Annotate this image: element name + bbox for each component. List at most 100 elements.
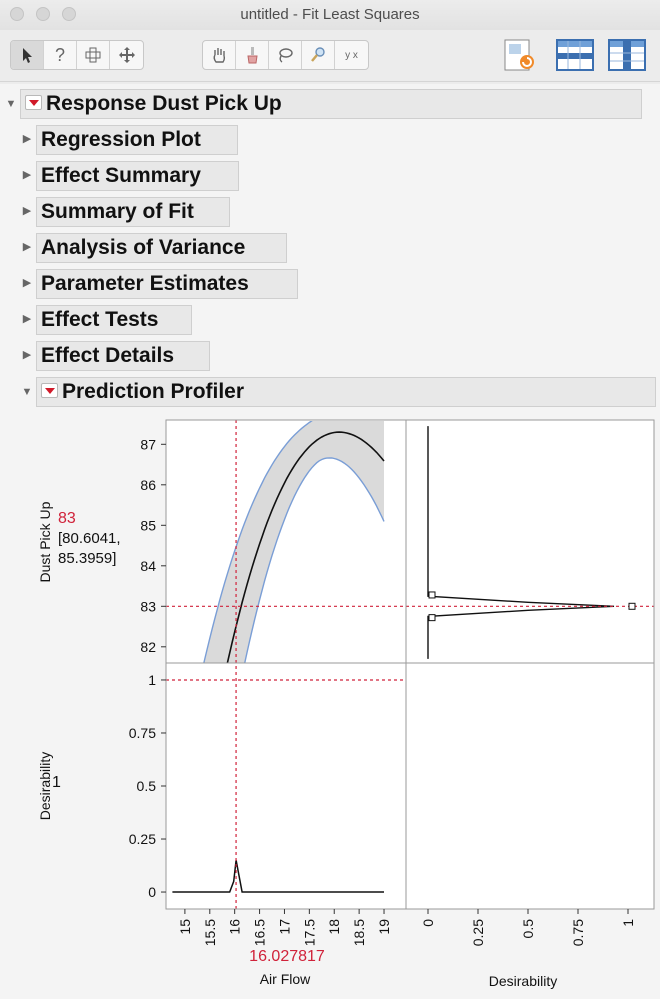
disclosure-closed-icon[interactable]: ▶ (22, 169, 32, 181)
desirability-ytick-label: 0.25 (129, 831, 156, 847)
desirability-xtick-label: 0.25 (470, 919, 486, 946)
factor-xtick-label: 18 (326, 919, 342, 935)
desirability-handle (628, 602, 636, 610)
hand-icon (213, 48, 226, 63)
jmp-journal-icon (504, 39, 534, 71)
jmp-journal-button[interactable] (500, 36, 538, 74)
annotate-icon: y x (345, 49, 358, 61)
desirability-handle (428, 614, 436, 622)
arrow-tool-button[interactable] (11, 41, 44, 69)
disclosure-closed-icon[interactable]: ▶ (22, 133, 32, 145)
magnifier-icon (311, 47, 325, 62)
factor-current-value[interactable]: 16.027817 (249, 948, 325, 965)
response-ytick-label: 83 (140, 598, 156, 614)
factor-axis-label: Air Flow (259, 971, 311, 987)
desirability-function-trace (427, 426, 615, 659)
factor-xtick-label: 16 (227, 919, 243, 935)
desirability-xtick-label: 0 (420, 919, 436, 927)
prediction-trace (226, 431, 385, 663)
lasso-tool-button[interactable] (269, 41, 302, 69)
factor-xtick-label: 15.5 (202, 919, 218, 946)
data-table-rows-button[interactable] (556, 36, 594, 74)
minimize-window-button[interactable] (36, 7, 50, 21)
profiler-plot[interactable]: 82 83 84 85 86 87 0 0.25 0.5 0.75 1 15 15.5 16 16.5 17 1… (0, 410, 660, 999)
outline-title-profiler: Prediction Profiler (62, 380, 245, 403)
outline-header-summary-of-fit[interactable]: Summary of Fit (36, 197, 230, 227)
response-panel (203, 421, 385, 663)
factor-xtick-label: 17 (276, 919, 292, 935)
factor-xtick-label: 17.5 (301, 919, 317, 946)
move-icon (118, 47, 135, 63)
desirability-axis-label: Desirability (488, 973, 558, 989)
desirability-ytick-label: 1 (148, 672, 156, 688)
disclosure-closed-icon[interactable]: ▶ (22, 349, 32, 361)
disclosure-closed-icon[interactable]: ▶ (22, 241, 32, 253)
arrow-icon (23, 48, 32, 63)
desirability-current-value: 1 (52, 774, 61, 791)
outline-header-regression-plot[interactable]: Regression Plot (36, 125, 238, 155)
factor-xtick-label: 16.5 (252, 919, 268, 946)
outline-root: ▼ Response Dust Pick Up (0, 88, 660, 119)
factor-xtick-label: 18.5 (351, 919, 367, 946)
outline-header-effect-summary[interactable]: Effect Summary (36, 161, 239, 191)
outline-header-parameter-estimates[interactable]: Parameter Estimates (36, 269, 298, 299)
disclosure-open-icon[interactable]: ▼ (21, 386, 33, 398)
disclosure-closed-icon[interactable]: ▶ (22, 205, 32, 217)
red-triangle-menu-icon[interactable] (25, 94, 42, 110)
outline-header-prediction-profiler[interactable]: Prediction Profiler (36, 377, 656, 407)
tool-group-interaction: y x (202, 40, 369, 70)
factor-xtick-label: 15 (177, 919, 193, 935)
confidence-upper-line (203, 421, 313, 663)
brush-icon (247, 47, 258, 64)
outline-item-prediction-profiler: ▼ Prediction Profiler (0, 376, 660, 407)
prediction-profiler: 82 83 84 85 86 87 0 0.25 0.5 0.75 1 15 15.5 16 16.5 17 1… (0, 410, 660, 999)
desirability-ytick-label: 0.5 (137, 778, 157, 794)
response-current-value: 83 (58, 510, 76, 527)
zoom-window-button[interactable] (62, 7, 76, 21)
desirability-trace (172, 860, 384, 893)
disclosure-closed-icon[interactable]: ▶ (22, 277, 32, 289)
response-ytick-label: 87 (140, 436, 156, 452)
magnifier-tool-button[interactable] (302, 41, 335, 69)
window-title: untitled - Fit Least Squares (240, 6, 420, 23)
brush-tool-button[interactable] (236, 41, 269, 69)
help-icon: ? (54, 44, 65, 65)
hand-tool-button[interactable] (203, 41, 236, 69)
desirability-row-label: Desirability (37, 752, 53, 820)
move-tool-button[interactable] (110, 41, 143, 69)
crosshair-tool-button[interactable] (77, 41, 110, 69)
disclosure-open-icon[interactable]: ▼ (5, 98, 17, 110)
toolbar: ? y x (0, 30, 660, 82)
data-table-columns-button[interactable] (608, 36, 646, 74)
close-window-button[interactable] (10, 7, 24, 21)
outline-header-effect-details[interactable]: Effect Details (36, 341, 210, 371)
data-table-rows-icon (556, 39, 594, 71)
outline-header-response[interactable]: Response Dust Pick Up (20, 89, 642, 119)
response-ytick-label: 84 (140, 558, 156, 574)
outline-title-response: Response Dust Pick Up (46, 92, 282, 115)
outline-header-analysis-of-variance[interactable]: Analysis of Variance (36, 233, 287, 263)
desirability-xtick-label: 0.5 (520, 919, 536, 939)
response-ytick-label: 85 (140, 517, 156, 533)
annotate-tool-button[interactable]: y x (335, 41, 368, 69)
desirability-ytick-label: 0 (148, 884, 156, 900)
crosshair-icon (85, 47, 101, 63)
response-ytick-label: 82 (140, 639, 156, 655)
outline-header-effect-tests[interactable]: Effect Tests (36, 305, 192, 335)
disclosure-closed-icon[interactable]: ▶ (22, 313, 32, 325)
help-tool-button[interactable]: ? (44, 41, 77, 69)
response-ytick-label: 86 (140, 477, 156, 493)
factor-xtick-label: 19 (376, 919, 392, 935)
tool-group-selection: ? (10, 40, 144, 70)
response-ci-high: 85.3959] (58, 550, 117, 567)
confidence-lower-line (244, 457, 385, 663)
red-triangle-menu-icon[interactable] (41, 382, 58, 398)
desirability-ytick-label: 0.75 (129, 725, 156, 741)
profiler-background (166, 420, 654, 909)
confidence-band (203, 421, 384, 663)
response-axis-label: Dust Pick Up (37, 501, 53, 582)
title-bar: untitled - Fit Least Squares (0, 0, 660, 30)
desirability-handle (428, 591, 436, 599)
data-table-columns-icon (608, 39, 646, 71)
desirability-xtick-label: 0.75 (570, 919, 586, 946)
